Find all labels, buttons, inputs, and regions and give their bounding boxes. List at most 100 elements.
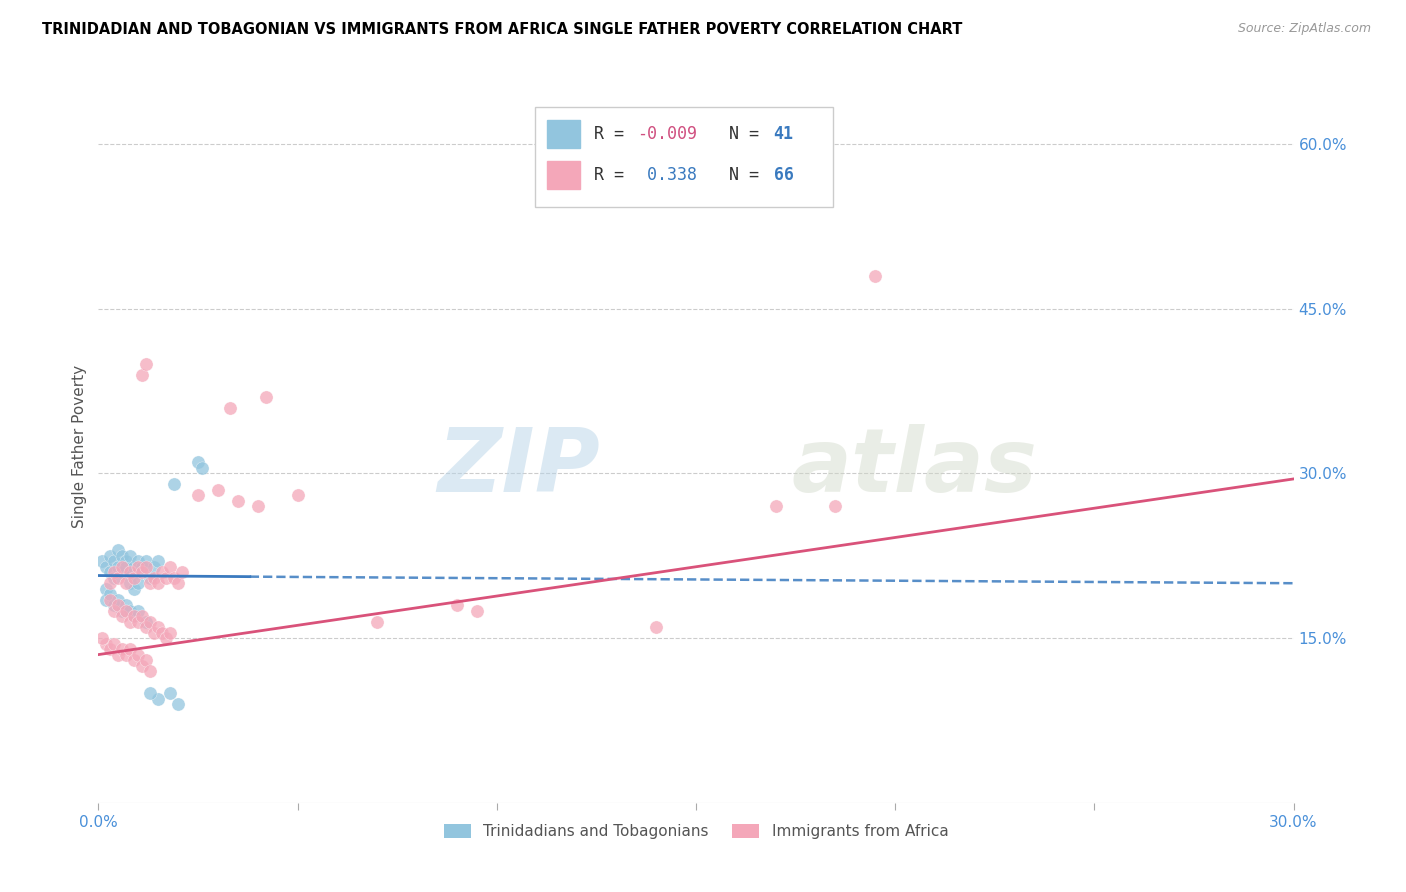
Point (131, 609, 153, 624)
Point (111, 559, 134, 574)
Point (135, 559, 157, 574)
Point (148, 620, 170, 634)
Point (127, 648, 149, 662)
Point (103, 566, 125, 580)
Point (131, 566, 153, 580)
Point (98, 587, 122, 601)
Point (139, 664, 162, 678)
Point (107, 559, 129, 574)
Point (111, 609, 134, 624)
Point (226, 494, 249, 508)
Y-axis label: Single Father Poverty: Single Father Poverty (72, 365, 87, 527)
Point (91, 631, 114, 645)
Point (824, 500, 846, 514)
Point (98, 592, 122, 607)
Text: -0.009: -0.009 (637, 125, 697, 143)
Point (120, 615, 142, 629)
Point (143, 559, 166, 574)
Point (148, 554, 170, 568)
Point (103, 598, 125, 612)
Point (446, 598, 468, 612)
Point (135, 653, 157, 667)
Point (865, 268, 887, 283)
Text: 41: 41 (773, 125, 793, 143)
Point (765, 500, 787, 514)
Point (91, 554, 114, 568)
Point (115, 554, 138, 568)
Point (254, 390, 277, 404)
Point (135, 620, 157, 634)
Text: N =: N = (730, 125, 769, 143)
Point (143, 571, 166, 585)
Point (163, 571, 186, 585)
Point (115, 559, 138, 574)
Point (98, 642, 122, 657)
Point (120, 642, 142, 657)
Point (103, 554, 125, 568)
Point (150, 625, 173, 640)
Point (124, 653, 146, 667)
Legend: Trinidadians and Tobagonians, Immigrants from Africa: Trinidadians and Tobagonians, Immigrants… (437, 818, 955, 845)
Point (139, 576, 162, 591)
Point (155, 631, 177, 645)
Point (120, 576, 142, 591)
Point (98, 549, 122, 563)
Point (96, 582, 118, 596)
Point (127, 559, 149, 574)
Point (167, 576, 190, 591)
Point (219, 401, 242, 415)
Point (465, 604, 488, 618)
Point (135, 357, 157, 371)
Text: N =: N = (730, 166, 769, 184)
Point (287, 488, 309, 502)
Point (131, 559, 153, 574)
Point (124, 609, 146, 624)
Point (124, 609, 146, 624)
Text: Source: ZipAtlas.com: Source: ZipAtlas.com (1237, 22, 1371, 36)
Point (127, 576, 149, 591)
Text: atlas: atlas (792, 424, 1038, 511)
FancyBboxPatch shape (534, 107, 834, 207)
Point (115, 604, 138, 618)
Point (163, 477, 186, 491)
Point (115, 576, 138, 591)
Point (135, 554, 157, 568)
Point (139, 615, 162, 629)
Point (107, 543, 129, 558)
Point (150, 566, 173, 580)
Text: R =: R = (595, 125, 634, 143)
Point (124, 582, 146, 596)
Point (127, 615, 149, 629)
Point (148, 691, 170, 706)
Bar (547, 161, 581, 189)
Point (139, 571, 162, 585)
Point (120, 566, 142, 580)
Text: 0.338: 0.338 (637, 166, 697, 184)
Text: ZIP: ZIP (437, 424, 600, 511)
Bar (547, 120, 581, 148)
Text: 66: 66 (773, 166, 793, 184)
Point (96, 559, 118, 574)
Point (143, 625, 166, 640)
Point (131, 658, 153, 673)
Point (127, 604, 149, 618)
Point (191, 461, 214, 475)
Point (366, 615, 388, 629)
Point (107, 592, 129, 607)
Point (124, 571, 146, 585)
Point (103, 637, 125, 651)
Point (111, 566, 134, 580)
Point (98, 566, 122, 580)
Point (115, 648, 138, 662)
Point (96, 592, 118, 607)
Point (111, 642, 134, 657)
Point (172, 566, 194, 580)
Point (685, 137, 707, 152)
Point (159, 559, 181, 574)
Point (131, 368, 153, 382)
Text: R =: R = (595, 166, 634, 184)
Point (155, 571, 177, 585)
Point (127, 554, 149, 568)
Point (159, 686, 181, 700)
Point (103, 571, 125, 585)
